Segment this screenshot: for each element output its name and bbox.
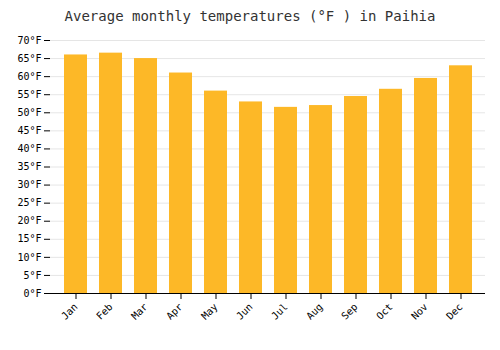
svg-text:25°F: 25°F <box>17 197 41 208</box>
svg-text:10°F: 10°F <box>17 252 41 263</box>
svg-text:Aug: Aug <box>304 301 325 322</box>
svg-text:5°F: 5°F <box>23 270 41 281</box>
svg-text:Jan: Jan <box>59 301 80 322</box>
svg-text:55°F: 55°F <box>17 89 41 100</box>
svg-text:20°F: 20°F <box>17 215 41 226</box>
svg-text:Oct: Oct <box>374 301 395 322</box>
svg-text:Feb: Feb <box>94 301 115 322</box>
svg-text:Jul: Jul <box>269 301 290 322</box>
svg-text:Nov: Nov <box>409 301 430 322</box>
svg-text:30°F: 30°F <box>17 179 41 190</box>
svg-text:45°F: 45°F <box>17 125 41 136</box>
svg-text:50°F: 50°F <box>17 107 41 118</box>
svg-text:70°F: 70°F <box>17 35 41 46</box>
svg-text:Sep: Sep <box>339 301 360 322</box>
svg-text:Apr: Apr <box>164 301 185 322</box>
svg-text:0°F: 0°F <box>23 288 41 299</box>
svg-text:Jun: Jun <box>234 301 255 322</box>
svg-text:40°F: 40°F <box>17 143 41 154</box>
svg-text:65°F: 65°F <box>17 53 41 64</box>
svg-text:60°F: 60°F <box>17 71 41 82</box>
svg-text:35°F: 35°F <box>17 161 41 172</box>
svg-text:May: May <box>199 301 220 322</box>
html-text:Average monthly temperatures (: Average monthly temperatures (°F ) in Pa… <box>64 8 436 24</box>
svg-text:Dec: Dec <box>444 301 465 322</box>
svg-text:Mar: Mar <box>129 301 150 322</box>
svg-text:15°F: 15°F <box>17 233 41 244</box>
